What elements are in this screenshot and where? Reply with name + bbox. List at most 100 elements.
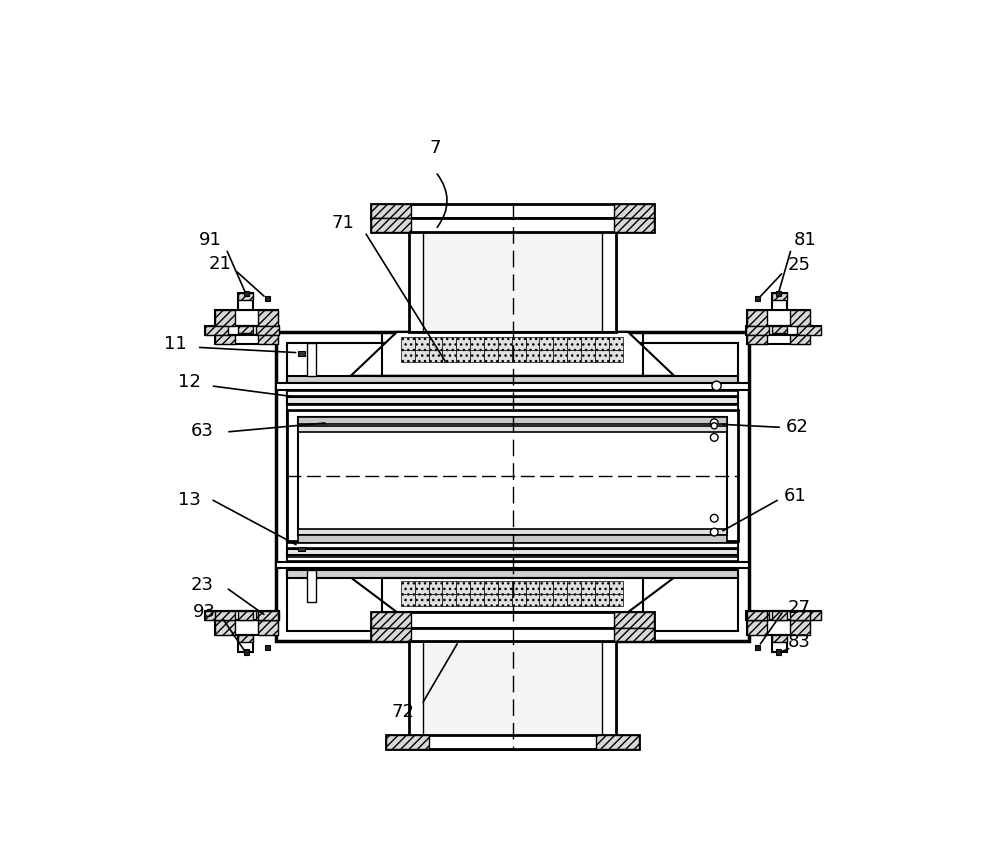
Bar (371, 628, 411, 641)
Text: 11: 11 (164, 334, 187, 352)
Bar (746, 611, 769, 620)
Bar (772, 326, 787, 340)
Bar (746, 326, 821, 336)
Bar (747, 611, 810, 620)
Bar (614, 219, 654, 232)
Bar (456, 338, 470, 350)
Bar (287, 406, 738, 410)
Bar (287, 411, 738, 542)
Bar (256, 326, 279, 336)
Bar (581, 582, 595, 594)
Bar (512, 338, 526, 350)
Bar (614, 612, 654, 628)
Bar (553, 350, 567, 362)
Bar (287, 557, 738, 561)
Bar (470, 582, 484, 594)
Bar (797, 326, 821, 336)
Bar (371, 628, 654, 641)
Bar (484, 350, 498, 362)
Circle shape (712, 381, 721, 391)
Bar (298, 547, 305, 552)
Bar (205, 611, 228, 620)
Bar (409, 641, 616, 749)
Bar (423, 219, 602, 332)
Bar (215, 620, 278, 635)
Bar (539, 594, 553, 606)
Bar (747, 620, 767, 635)
Bar (215, 336, 235, 344)
Bar (553, 594, 567, 606)
Bar (797, 611, 821, 620)
Bar (484, 338, 498, 350)
Bar (581, 338, 595, 350)
Bar (512, 594, 526, 606)
Bar (415, 338, 429, 350)
Bar (276, 332, 749, 641)
Text: 13: 13 (178, 491, 201, 508)
Circle shape (710, 419, 718, 427)
Text: 25: 25 (787, 256, 810, 274)
Bar (609, 594, 623, 606)
Bar (429, 350, 442, 362)
Bar (238, 611, 253, 620)
Text: 7: 7 (430, 139, 441, 157)
Bar (772, 611, 787, 620)
Bar (205, 611, 279, 620)
Bar (215, 620, 235, 635)
Bar (205, 326, 228, 336)
Bar (776, 292, 781, 297)
Bar (371, 612, 654, 628)
Bar (258, 336, 278, 344)
Bar (287, 376, 738, 384)
Text: 12: 12 (178, 373, 201, 391)
Bar (772, 294, 787, 311)
Bar (614, 628, 654, 641)
Bar (442, 582, 456, 594)
Bar (539, 582, 553, 594)
Text: 61: 61 (784, 486, 806, 505)
Bar (401, 582, 415, 594)
Text: 63: 63 (191, 421, 214, 439)
Text: 21: 21 (208, 254, 231, 272)
Bar (539, 338, 553, 350)
Text: 23: 23 (191, 575, 214, 593)
Bar (470, 350, 484, 362)
Text: 81: 81 (794, 232, 816, 249)
Bar (265, 645, 270, 650)
Bar (553, 582, 567, 594)
Bar (371, 205, 411, 219)
Bar (498, 350, 512, 362)
Bar (498, 582, 512, 594)
Bar (772, 294, 787, 301)
Bar (512, 350, 526, 362)
Bar (567, 338, 581, 350)
Bar (790, 336, 810, 344)
Bar (747, 336, 767, 344)
Bar (790, 311, 810, 326)
Bar (415, 582, 429, 594)
Bar (238, 326, 253, 340)
Bar (526, 582, 539, 594)
Circle shape (710, 529, 718, 536)
Bar (484, 594, 498, 606)
Bar (256, 611, 279, 620)
Bar (238, 635, 253, 653)
Bar (386, 735, 429, 749)
Polygon shape (351, 578, 674, 612)
Bar (581, 350, 595, 362)
Bar (747, 311, 810, 326)
Bar (747, 620, 810, 635)
Bar (287, 398, 738, 404)
Circle shape (711, 424, 717, 430)
Bar (614, 205, 654, 219)
Circle shape (710, 515, 718, 523)
Bar (596, 735, 639, 749)
Bar (595, 338, 609, 350)
Bar (456, 582, 470, 594)
Bar (287, 570, 738, 578)
Bar (265, 296, 270, 301)
Bar (371, 205, 654, 219)
Bar (215, 611, 278, 620)
Bar (307, 344, 316, 376)
Bar (244, 292, 249, 297)
